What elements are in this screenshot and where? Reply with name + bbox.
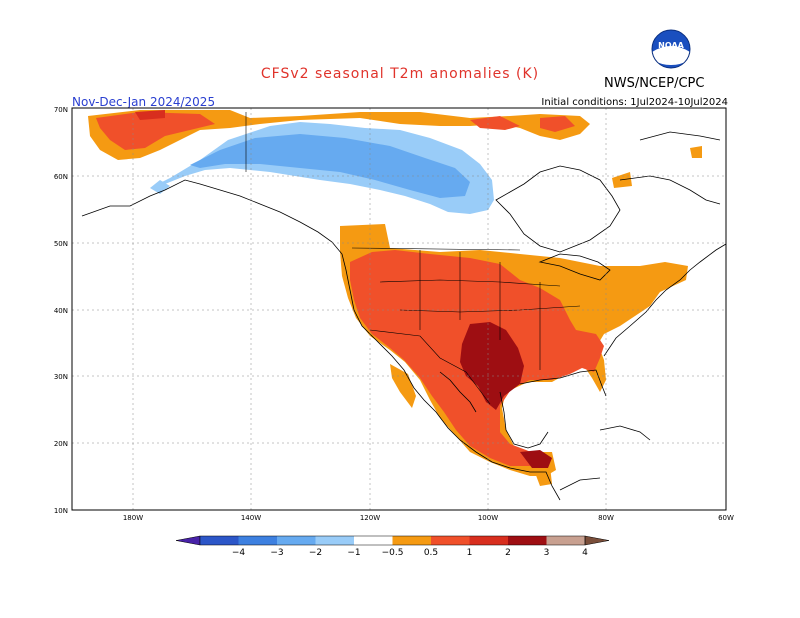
colorbar-swatch [546, 536, 585, 545]
colorbar-arrow-high [584, 535, 610, 546]
latitude-labels: 70N 60N 50N 40N 30N 20N 10N [54, 106, 68, 515]
lat-label: 10N [54, 507, 68, 515]
lat-label: 40N [54, 307, 68, 315]
colorbar-swatch [392, 536, 431, 545]
cold-anomaly-region [150, 122, 494, 214]
colorbar-swatch [200, 536, 239, 545]
lat-label: 30N [54, 373, 68, 381]
colorbar-swatch [277, 536, 316, 545]
colorbar-swatch [315, 536, 354, 545]
colorbar-tick-label: −2 [309, 548, 322, 558]
graticule [72, 108, 726, 510]
lat-label: 20N [54, 440, 68, 448]
longitude-labels: 180W 140W 120W 100W 80W 60W [123, 514, 734, 522]
colorbar-tick-label: 0.5 [424, 548, 438, 558]
agency-label: NWS/NCEP/CPC [604, 76, 705, 91]
colorbar-tick-label: −1 [347, 548, 360, 558]
lon-label: 60W [718, 514, 734, 522]
logo-text: NOAA [658, 41, 684, 50]
colorbar-tick-label: −0.5 [382, 548, 404, 558]
colorbar-swatch [508, 536, 547, 545]
political-borders [245, 112, 581, 405]
colorbar-tick-label: −4 [232, 548, 246, 558]
colorbar-tick-label: 1 [467, 548, 473, 558]
season-label: Nov-Dec-Jan 2024/2025 [72, 95, 216, 109]
coastlines [81, 131, 727, 501]
anomaly-2-3-region [460, 322, 552, 468]
lon-label: 120W [360, 514, 380, 522]
colorbar-arrow-low [175, 535, 201, 546]
colorbar-swatch [469, 536, 508, 545]
colorbar-swatch [238, 536, 277, 545]
colorbar-swatch [354, 536, 393, 545]
lon-label: 180W [123, 514, 143, 522]
colorbar-tick-label: −3 [270, 548, 283, 558]
colorbar-tick-label: 2 [505, 548, 511, 558]
colorbar-tick-label: 4 [582, 548, 588, 558]
colorbar-swatch [431, 536, 470, 545]
lat-label: 70N [54, 106, 68, 114]
init-conditions-label: Initial conditions: 1Jul2024-10Jul2024 [541, 97, 728, 108]
colorbar-tick-label: 3 [544, 548, 550, 558]
map-panel [71, 107, 727, 511]
colorbar: −4 −3 −2 −1 −0.5 0.5 1 2 3 4 [175, 535, 610, 558]
lat-label: 50N [54, 240, 68, 248]
lat-label: 60N [54, 173, 68, 181]
noaa-logo-icon: NOAA [651, 29, 691, 69]
lon-label: 140W [241, 514, 261, 522]
lon-label: 80W [598, 514, 614, 522]
lon-label: 100W [478, 514, 498, 522]
map-title: CFSv2 seasonal T2m anomalies (K) [260, 66, 540, 82]
